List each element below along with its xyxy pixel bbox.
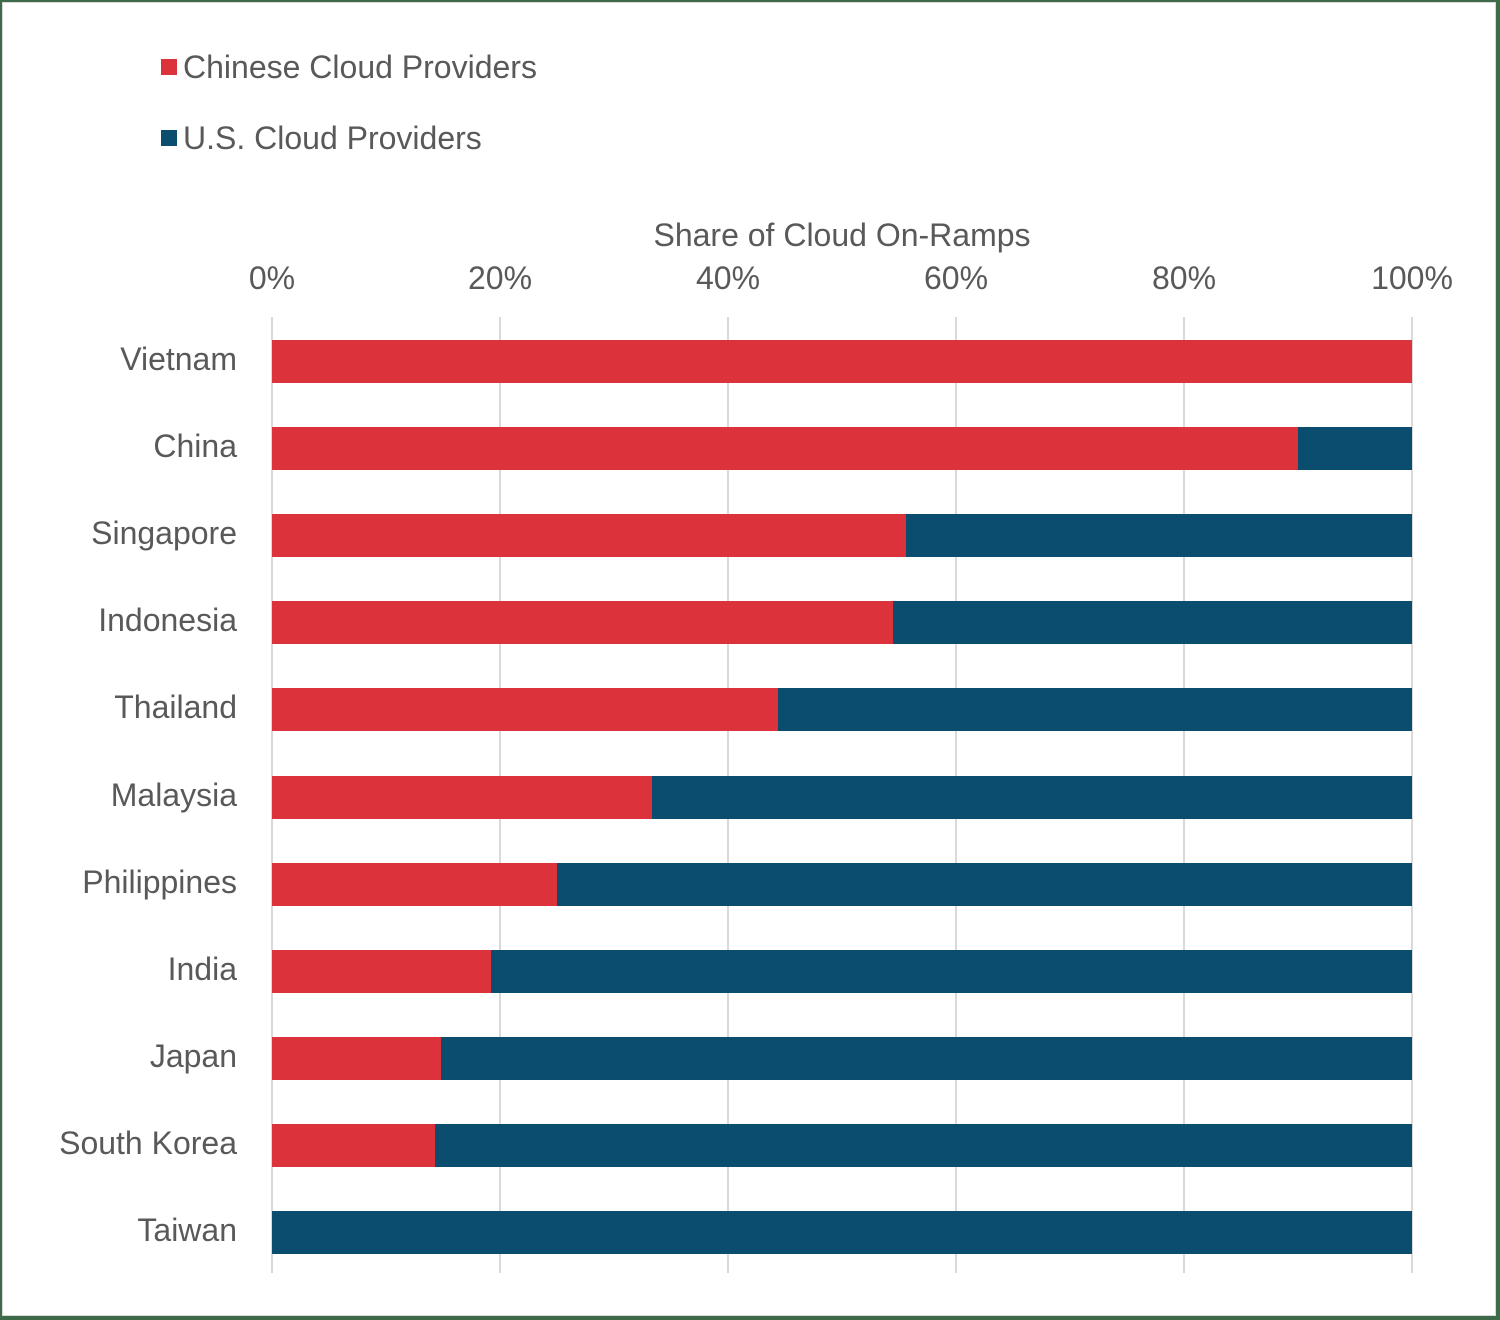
category-label: Indonesia [98, 602, 237, 639]
category-label: Malaysia [110, 776, 237, 813]
bar-segment-us [651, 775, 1412, 819]
bar-segment-chinese [272, 1123, 436, 1167]
x-tick-label: 100% [1371, 260, 1453, 296]
category-label: India [167, 950, 237, 987]
bar-vietnam [272, 340, 1412, 383]
legend-item-us: U.S. Cloud Providers [161, 118, 537, 158]
legend-item-chinese: Chinese Cloud Providers [161, 47, 537, 87]
category-label: South Korea [59, 1124, 237, 1161]
x-axis-title: Share of Cloud On-Ramps [653, 217, 1031, 253]
category-label: Japan [149, 1037, 237, 1074]
legend-swatch-chinese [161, 59, 177, 75]
plot-area [271, 317, 1413, 1273]
bar-segment-us [440, 1036, 1412, 1080]
gridline [1411, 317, 1413, 1273]
bar-japan [272, 1036, 1412, 1080]
bar-singapore [272, 514, 1412, 558]
bar-segment-us [557, 862, 1412, 906]
bar-malaysia [272, 775, 1412, 819]
bar-taiwan [272, 1211, 1412, 1254]
category-label: Philippines [82, 863, 237, 900]
bar-segment-chinese [272, 340, 1412, 383]
bar-segment-chinese [272, 775, 652, 819]
x-tick-label: 40% [695, 260, 761, 296]
bar-segment-us [778, 688, 1412, 732]
legend-label: Chinese Cloud Providers [183, 48, 537, 85]
bar-segment-us [1298, 427, 1412, 471]
x-tick-label: 0% [248, 260, 296, 296]
bar-segment-us [905, 514, 1412, 558]
bar-china [272, 427, 1412, 471]
bar-thailand [272, 688, 1412, 732]
bar-south-korea [272, 1123, 1412, 1167]
legend-swatch-us [161, 130, 177, 146]
x-tick-label: 20% [467, 260, 533, 296]
legend-label: U.S. Cloud Providers [183, 119, 482, 156]
bar-segment-chinese [272, 862, 557, 906]
bar-segment-chinese [272, 688, 779, 732]
category-label: China [153, 428, 237, 465]
bar-segment-chinese [272, 1036, 441, 1080]
bar-india [272, 949, 1412, 993]
bar-philippines [272, 862, 1412, 906]
x-tick-label: 80% [1151, 260, 1217, 296]
bar-segment-us [272, 1211, 1412, 1254]
legend: Chinese Cloud Providers U.S. Cloud Provi… [161, 47, 537, 189]
category-label: Taiwan [137, 1212, 237, 1248]
category-label: Singapore [91, 515, 237, 552]
bar-segment-chinese [272, 427, 1298, 471]
bar-segment-chinese [272, 949, 491, 993]
bar-indonesia [272, 601, 1412, 645]
category-label: Vietnam [120, 341, 237, 377]
bar-segment-us [893, 601, 1412, 645]
bar-segment-chinese [272, 514, 906, 558]
bar-segment-us [435, 1123, 1412, 1167]
bar-segment-us [490, 949, 1412, 993]
category-label: Thailand [114, 689, 237, 726]
bar-segment-chinese [272, 601, 894, 645]
x-tick-label: 60% [923, 260, 989, 296]
